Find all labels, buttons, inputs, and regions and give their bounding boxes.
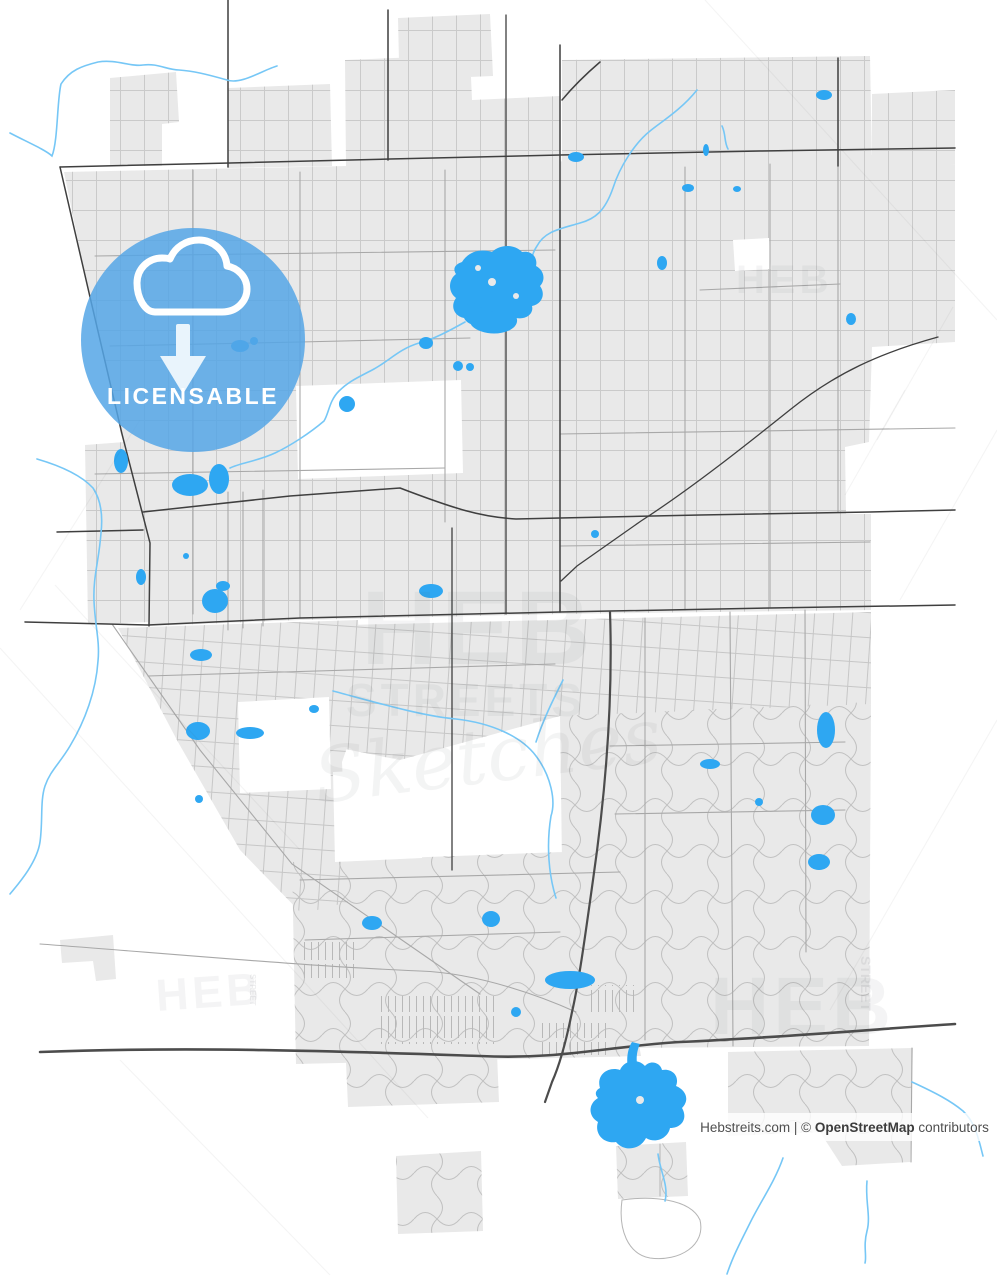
highways: [38, 610, 957, 1104]
svg-text:STREET: STREET: [248, 974, 257, 1006]
watermark-heb-center: HEB: [361, 570, 595, 687]
attribution-osm-link: OpenStreetMap: [814, 1119, 915, 1135]
brand-watermark-bottom-right: HEB STREET: [710, 956, 895, 1052]
watermark-streets-center: STREETS: [346, 674, 586, 726]
badge-label: LICENSABLE: [107, 383, 279, 409]
svg-text:HEB: HEB: [710, 961, 895, 1052]
attribution-source: Hebstreits.com | ©: [700, 1119, 815, 1135]
white-clearings: [238, 238, 771, 862]
licensable-badge: LICENSABLE: [81, 228, 305, 452]
lake-islands: [475, 265, 644, 1104]
lakes: [114, 90, 856, 1149]
major-roads: [24, 0, 956, 871]
brand-watermark-top-right: HEB: [736, 258, 832, 302]
svg-text:HEB: HEB: [154, 963, 264, 1021]
brand-watermark-center: HEB STREETS Sketches: [309, 570, 666, 821]
svg-text:STREET: STREET: [858, 956, 874, 1012]
medium-roads: [39, 163, 956, 1260]
attribution-suffix: contributors: [914, 1119, 989, 1135]
download-arrow-icon: [160, 324, 206, 394]
cloud-download-icon: [133, 236, 251, 316]
attribution-bar: Hebstreits.com | © OpenStreetMap contrib…: [692, 1113, 997, 1141]
brand-watermark-bottom-left: HEB STREET: [154, 963, 264, 1021]
badge-circle: [81, 228, 305, 452]
svg-text:HEB: HEB: [736, 258, 832, 302]
